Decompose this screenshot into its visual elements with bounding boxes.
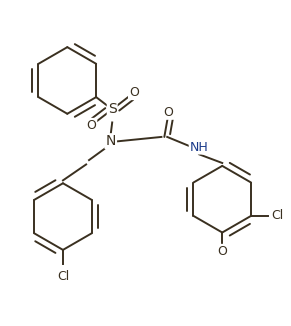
Text: NH: NH (190, 141, 208, 154)
Text: Cl: Cl (271, 209, 283, 222)
Text: N: N (106, 134, 116, 148)
Text: O: O (217, 245, 227, 258)
Text: O: O (129, 86, 139, 99)
Text: O: O (86, 119, 96, 132)
Text: O: O (164, 106, 174, 119)
Text: S: S (108, 102, 117, 116)
Text: Cl: Cl (57, 270, 69, 283)
